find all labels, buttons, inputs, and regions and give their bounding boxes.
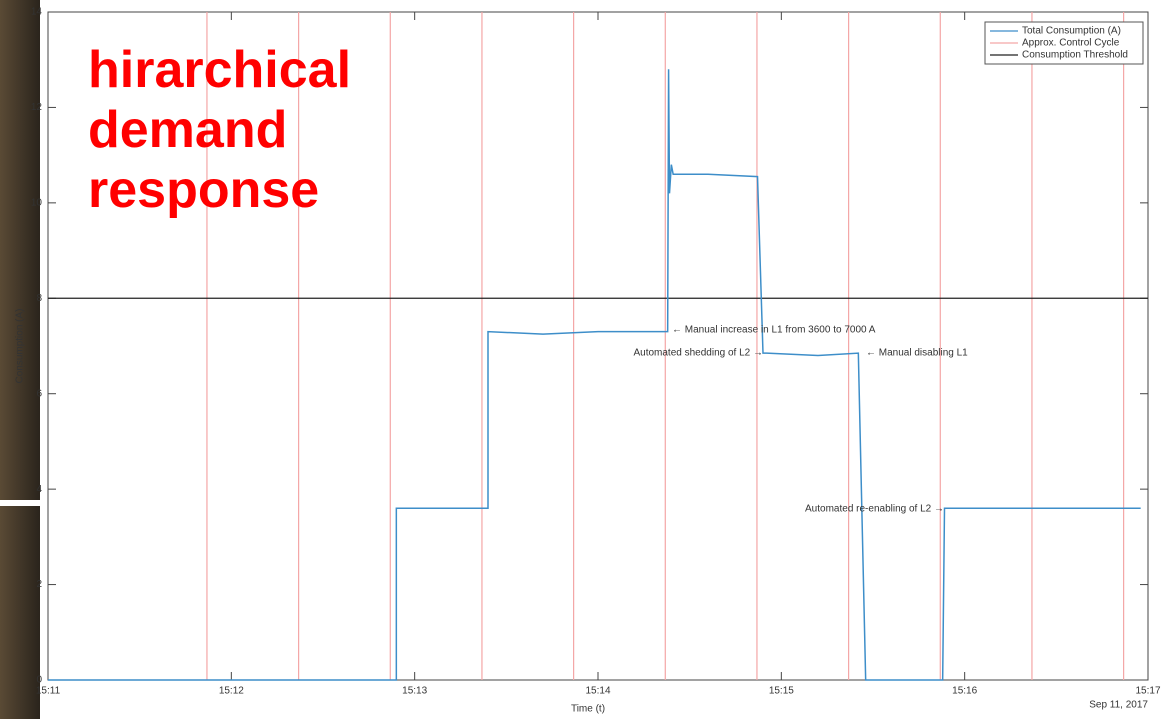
y-axis-label: Consumption (A)	[15, 308, 26, 383]
x-tick-label: 15:12	[219, 686, 244, 697]
x-tick-label: 15:15	[769, 686, 794, 697]
background-photo	[0, 0, 40, 500]
annotation: ← Manual increase in L1 from 3600 to 700…	[672, 325, 876, 336]
y-tick-label: 2	[36, 579, 42, 590]
page: {"chart_data": { "type": "line", "overla…	[0, 0, 1175, 719]
legend-label: Total Consumption (A)	[1022, 26, 1121, 37]
y-tick-label: 6	[36, 388, 42, 399]
x-axis-label: Time (t)	[571, 704, 605, 715]
overlay-title: hirarchical demand response	[88, 40, 468, 220]
x-tick-label: 15:16	[952, 686, 977, 697]
y-tick-label: 8	[36, 293, 42, 304]
y-tick-label: 14	[31, 7, 43, 18]
x-tick-label: 15:11	[36, 686, 61, 697]
annotation: Automated shedding of L2 →	[633, 348, 763, 359]
x-tick-label: 15:17	[1135, 686, 1160, 697]
x-tick-label: 15:13	[402, 686, 427, 697]
y-tick-label: 12	[31, 102, 43, 113]
background-photo	[0, 506, 40, 719]
y-tick-label: 10	[31, 197, 43, 208]
legend-label: Consumption Threshold	[1022, 50, 1128, 61]
annotation: ← Manual disabling L1	[866, 348, 968, 359]
y-tick-label: 4	[36, 484, 42, 495]
date-label: Sep 11, 2017	[1089, 700, 1148, 711]
legend-label: Approx. Control Cycle	[1022, 38, 1120, 49]
y-tick-label: 0	[36, 675, 42, 686]
annotation: Automated re-enabling of L2 →	[805, 504, 944, 515]
x-tick-label: 15:14	[585, 686, 610, 697]
